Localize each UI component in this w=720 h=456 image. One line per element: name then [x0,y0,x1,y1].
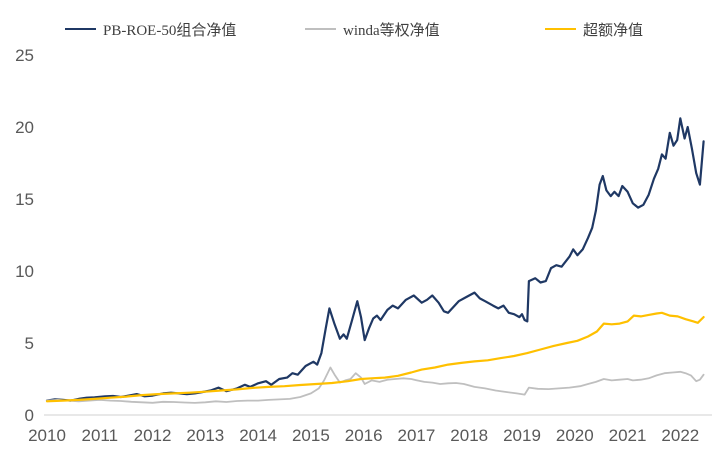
x-tick-label: 2019 [503,426,541,445]
y-tick-label: 10 [15,262,34,281]
x-tick-label: 2021 [609,426,647,445]
legend-item-excess-nav: 超额净值 [545,18,643,40]
legend-item-winda-equal-weight: winda等权净值 [305,18,440,40]
legend-item-pb-roe-50: PB-ROE-50组合净值 [65,18,236,40]
x-tick-label: 2014 [239,426,277,445]
legend-label: 超额净值 [583,22,644,39]
y-tick-label: 5 [25,334,34,353]
legend-label: PB-ROE-50组合净值 [103,22,237,39]
series-line-2 [45,311,705,403]
x-tick-label: 2010 [28,426,66,445]
legend-line-swatch-blue [65,28,96,30]
x-tick-label: 2020 [556,426,594,445]
y-tick-label: 15 [15,190,34,209]
legend-label: winda等权净值 [343,22,440,39]
y-tick-label: 25 [15,46,34,65]
legend-line-swatch-yellow [545,28,576,30]
y-tick-label: 20 [15,118,34,137]
legend-line-swatch-gray [305,28,336,30]
x-tick-label: 2017 [398,426,436,445]
series-line-1 [46,366,705,404]
y-tick-label: 0 [25,406,34,425]
x-tick-label: 2018 [450,426,488,445]
x-tick-label: 2022 [661,426,699,445]
series-line-0 [45,117,705,402]
x-tick-label: 2011 [81,426,118,445]
x-tick-label: 2013 [186,426,224,445]
chart-legend: PB-ROE-50组合净值 winda等权净值 超额净值 [0,18,720,42]
x-tick-label: 2012 [134,426,172,445]
x-tick-label: 2016 [345,426,383,445]
x-tick-label: 2015 [292,426,330,445]
